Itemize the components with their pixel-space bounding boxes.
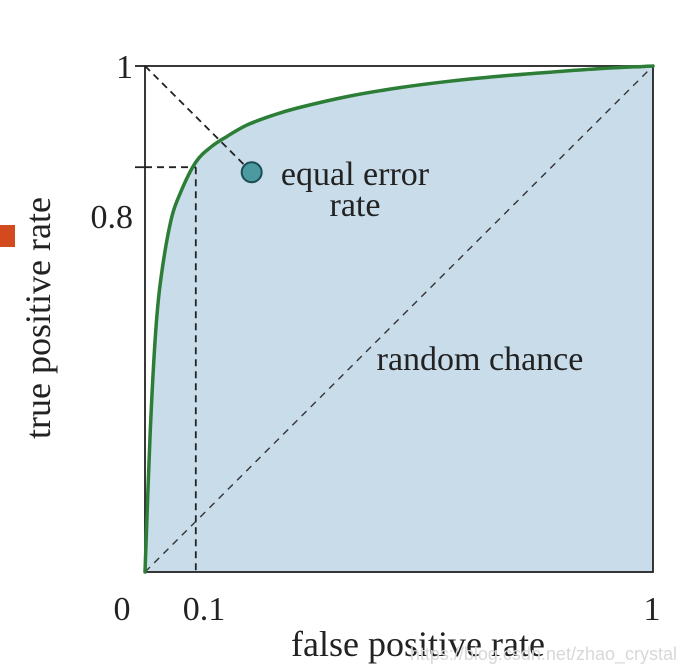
left-edge-marker xyxy=(0,225,15,247)
plot-frame xyxy=(144,65,654,573)
plot-area xyxy=(135,64,655,574)
x-tick-label-0: 0 xyxy=(114,591,131,628)
equal-error-rate-label-line1: equal error xyxy=(281,156,430,193)
equal-error-rate-diagonal xyxy=(144,65,253,173)
y-axis-label: true positive rate xyxy=(18,197,58,439)
x-tick-label-1: 1 xyxy=(644,591,661,628)
roc-curve-line xyxy=(143,64,655,574)
random-chance-line xyxy=(144,65,654,573)
equal-error-rate-label-line2: rate xyxy=(330,187,381,224)
equal-error-rate-point xyxy=(240,161,263,184)
x-tick-label-0-1: 0.1 xyxy=(183,591,226,628)
y-tick-label-1: 1 xyxy=(116,49,133,86)
random-chance-label: random chance xyxy=(377,341,584,378)
y-tick-label-0-8: 0.8 xyxy=(91,199,134,236)
x-axis-label: false positive rate xyxy=(291,624,545,664)
watermark: https://blog.csdn.net/zhao_crystal xyxy=(410,644,677,665)
